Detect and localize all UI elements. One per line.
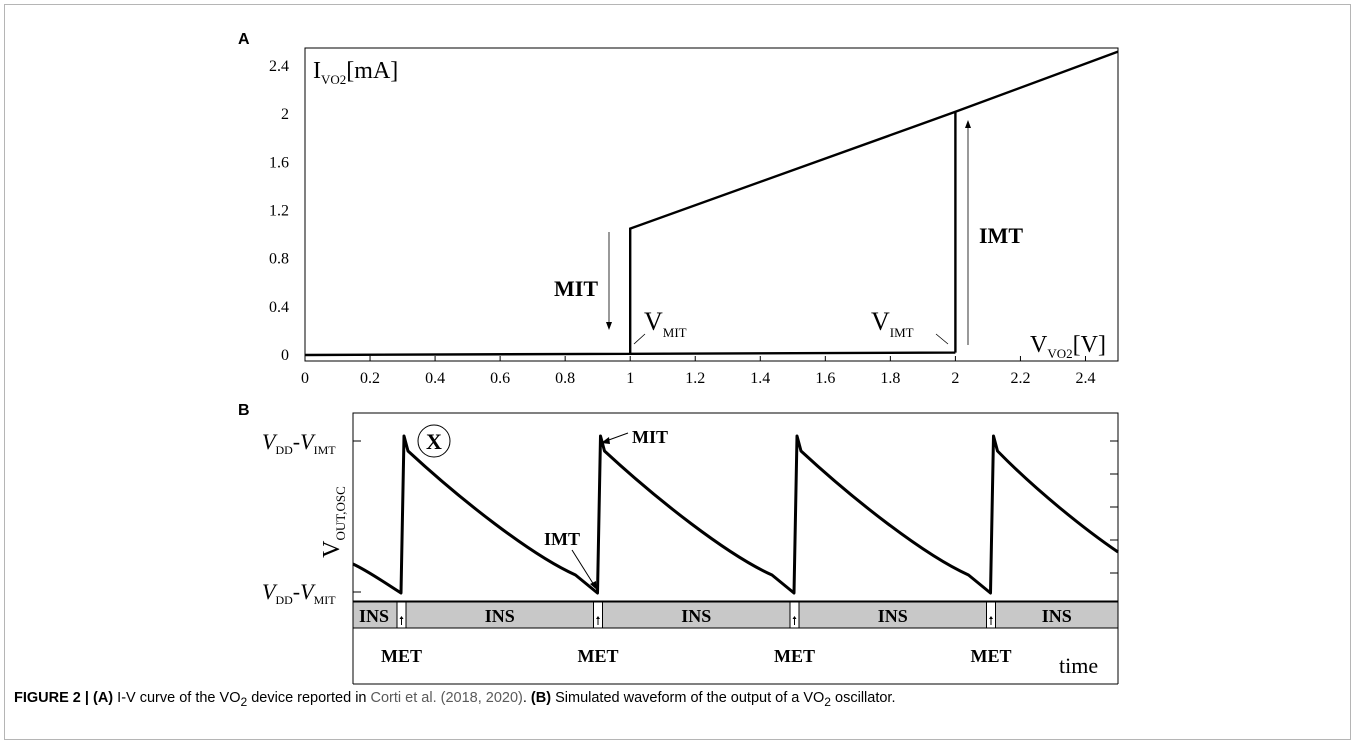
chart-b-x-circle [417, 424, 451, 458]
chart-a-vimt-pointer [935, 333, 949, 345]
chart-b-right-ticks [1110, 440, 1118, 574]
chart-a-y-label: IVO2[mA] [313, 58, 398, 87]
caption-b: (B) [530, 690, 552, 706]
chart-b-imt-arrow [571, 549, 595, 586]
chart-a-y-tick-label: 0 [281, 347, 289, 364]
chart-a-imt-arrowhead [965, 120, 971, 128]
chart-a-y-tick-label: 0.8 [269, 251, 289, 268]
chart-a: 0 0.2 0.4 0.6 0.8 1 1.2 1.4 1.6 1.8 2 2.2 2.4 0 0.4 0.… [269, 47, 1119, 387]
chart-b-ins-label: INS [1042, 606, 1072, 626]
chart-a-vmit-sub: MIT [663, 325, 687, 340]
chart-b-met-segment [789, 601, 800, 629]
chart-a-x-tick-label: 2.4 [1075, 370, 1095, 387]
chart-a-y-label-unit: [mA] [346, 58, 398, 84]
chart-a-y-ticks: 0 0.4 0.8 1.2 1.6 2 2.4 [269, 58, 289, 364]
chart-a-x-label-unit: [V] [1073, 332, 1106, 358]
chart-b-met-label: MET [381, 646, 422, 666]
chart-b-y-label: VOUT,OSC [319, 486, 348, 558]
chart-b-met-segment [396, 601, 407, 629]
caption-a-sub: 2 [240, 694, 248, 709]
chart-b-bar-background [352, 601, 1119, 629]
chart-a-plot-area [304, 47, 1119, 362]
chart-a-x-tick-label: 0.8 [555, 370, 575, 387]
chart-a-x-tick-label: 1.2 [685, 370, 705, 387]
chart-b-met-marker-head [399, 616, 404, 619]
chart-b-met-label: MET [577, 646, 618, 666]
chart-a-y-tick-label: 2.4 [269, 58, 289, 75]
chart-a-vimt-sub: IMT [890, 325, 914, 340]
figure-frame [4, 4, 1351, 740]
caption-a: (A) [93, 690, 114, 706]
caption-a-text2: device reported in [247, 690, 371, 706]
chart-b-imt-arrowhead [590, 581, 597, 590]
caption-citation-link[interactable]: Corti et al. (2018, 2020) [370, 690, 523, 706]
panel-b-label: B [238, 402, 250, 419]
chart-b-plot-area [352, 412, 1119, 602]
chart-b-met-label: MET [970, 646, 1011, 666]
chart-a-y-tick-label: 0.4 [269, 299, 289, 316]
chart-b-met-segment [593, 601, 603, 629]
chart-b-ins-label: INS [681, 606, 711, 626]
chart-a-iv-curve [304, 50, 1119, 357]
chart-b-mit-label: MIT [632, 427, 668, 447]
chart-b-x-label: X [426, 429, 442, 454]
chart-a-x-label-sub: VO2 [1047, 346, 1072, 361]
chart-b: VDD-VIMT VDD-VMIT VOUT,OSC X MIT IMT INS… [262, 412, 1119, 685]
chart-a-y-tick-label: 1.6 [269, 154, 289, 171]
caption-a-text: I-V curve of the VO [113, 690, 241, 706]
chart-a-imt-label: IMT [979, 223, 1023, 248]
caption-b-sub: 2 [824, 694, 832, 709]
chart-b-met-marker-head [792, 616, 797, 619]
chart-a-x-tick-label: 2.2 [1010, 370, 1030, 387]
chart-a-x-tick-label: 0 [301, 370, 309, 387]
chart-b-x-label: time [1059, 653, 1098, 678]
chart-b-ytick-bottom: VDD-VMIT [262, 579, 336, 607]
chart-a-x-tick-label: 0.2 [360, 370, 380, 387]
chart-a-y-tick-label: 1.2 [269, 203, 289, 220]
chart-b-met-marker-head [989, 616, 993, 619]
caption-b-end: oscillator. [831, 690, 896, 706]
caption-b-text: Simulated waveform of the output of a VO [551, 690, 825, 706]
chart-b-met-marker-head [596, 616, 600, 619]
chart-b-ins-label: INS [878, 606, 908, 626]
chart-a-x-label: VVO2[V] [1030, 332, 1106, 361]
chart-a-mit-label: MIT [554, 276, 598, 301]
chart-b-waveform [352, 434, 1119, 595]
chart-b-imt-label: IMT [544, 529, 580, 549]
figure-caption: FIGURE 2 | (A) I-V curve of the VO2 devi… [14, 690, 1334, 709]
chart-a-mit-arrowhead [606, 322, 612, 330]
chart-b-ins-label: INS [485, 606, 515, 626]
chart-b-mit-arrowhead [601, 437, 610, 444]
chart-a-x-tick-label: 1.8 [880, 370, 900, 387]
chart-a-y-tick-label: 2 [281, 106, 289, 123]
chart-b-mit-arrow [605, 432, 629, 442]
chart-b-ytick-top: VDD-VIMT [262, 429, 336, 457]
chart-a-x-tick-label: 0.4 [425, 370, 445, 387]
caption-a-end: . [522, 690, 531, 706]
chart-a-vimt-label: VIMT [871, 307, 914, 340]
chart-a-x-ticks: 0 0.2 0.4 0.6 0.8 1 1.2 1.4 1.6 1.8 2 2.2 2.4 [301, 356, 1095, 387]
chart-a-x-tick-label: 1.6 [815, 370, 835, 387]
chart-a-y-label-sub: VO2 [321, 72, 346, 87]
chart-b-met-label: MET [774, 646, 815, 666]
chart-a-vmit-label: VMIT [644, 307, 687, 340]
chart-b-left-ticks [353, 440, 361, 593]
panel-a-label: A [238, 31, 250, 48]
caption-prefix: FIGURE 2 | [14, 690, 93, 706]
chart-b-state-bar: INS INS MET INS MET INS MET INS MET [352, 601, 1119, 685]
chart-b-ins-label: INS [359, 606, 389, 626]
chart-a-x-tick-label: 2 [951, 370, 959, 387]
chart-a-x-tick-label: 0.6 [490, 370, 510, 387]
chart-b-met-segment [986, 601, 996, 629]
chart-a-vmit-pointer [633, 333, 646, 345]
chart-a-x-tick-label: 1.4 [750, 370, 770, 387]
chart-a-x-tick-label: 1 [626, 370, 634, 387]
